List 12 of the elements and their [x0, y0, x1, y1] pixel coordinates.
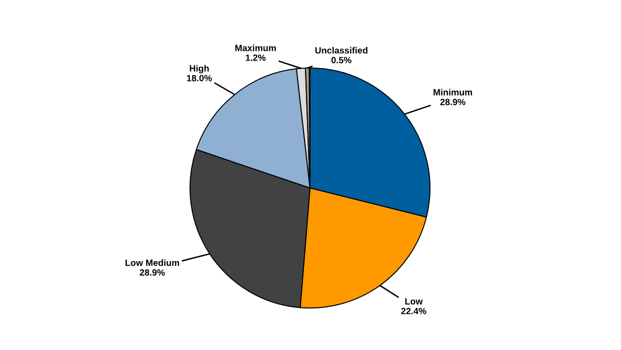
data-label: 18.0% — [187, 74, 212, 82]
slice-label: Low Medium — [126, 259, 180, 266]
data-label: 28.9% — [440, 98, 466, 106]
slice-label: Maximum — [235, 44, 276, 52]
slice-label: Minimum — [434, 88, 472, 96]
slice-label: Low — [405, 298, 423, 305]
data-label: 1.2% — [246, 54, 266, 61]
data-label: 28.9% — [140, 269, 165, 276]
slice-label: High — [190, 64, 209, 74]
data-label: 22.4% — [401, 308, 426, 314]
slice-label: Unclassified — [315, 46, 368, 54]
data-label: 0.5% — [331, 56, 352, 64]
